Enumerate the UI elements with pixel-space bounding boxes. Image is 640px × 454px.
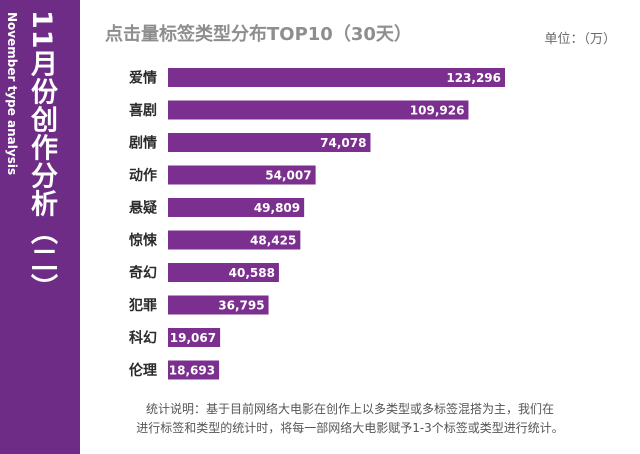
category-label: 爱情 (129, 70, 157, 87)
category-label: 科幻 (129, 330, 157, 347)
category-label: 惊悚 (128, 232, 158, 249)
bar (168, 68, 505, 87)
sidebar-title-block: 11月份创作分析（二） November type analysis (0, 0, 80, 454)
category-label: 剧情 (129, 135, 157, 152)
bar (168, 263, 279, 282)
chart-title: 点击量标签类型分布TOP10（30天） (105, 24, 412, 45)
value-label: 54,007 (265, 169, 311, 183)
value-label: 36,795 (218, 299, 264, 313)
sidebar (0, 0, 80, 454)
value-label: 18,693 (169, 364, 215, 378)
sidebar-subtitle: November type analysis (5, 12, 19, 176)
value-label: 123,296 (446, 71, 501, 85)
sidebar-title: 11月份创作分析（二） (26, 10, 57, 302)
category-label: 喜剧 (129, 102, 157, 119)
footnote-line-2: 进行标签和类型的统计时，将每一部网络大电影赋予1-3个标签或类型进行统计。 (136, 421, 564, 435)
category-label: 悬疑 (128, 201, 157, 217)
value-label: 74,078 (320, 136, 366, 150)
bar (168, 165, 316, 185)
value-label: 109,926 (410, 104, 465, 118)
bar (168, 328, 221, 347)
unit-label: 单位：（万） (544, 32, 616, 47)
value-label: 40,588 (229, 266, 275, 280)
value-label: 49,809 (254, 201, 300, 215)
bar (168, 133, 371, 152)
category-label: 伦理 (129, 362, 157, 379)
bar (168, 230, 301, 250)
value-label: 19,067 (170, 331, 216, 345)
footnote-line-1: 统计说明：基于目前网络大电影在创作上以多类型或多标签混搭为主，我们在 (145, 402, 554, 416)
value-label: 48,425 (250, 234, 296, 248)
bar (168, 198, 305, 217)
bar (168, 100, 469, 120)
footnote: 统计说明：基于目前网络大电影在创作上以多类型或多标签混搭为主，我们在 进行标签和… (100, 400, 600, 438)
category-label: 动作 (129, 167, 157, 184)
category-label: 犯罪 (128, 297, 157, 314)
bar (168, 360, 220, 380)
category-label: 奇幻 (129, 265, 157, 282)
bar (168, 295, 269, 315)
